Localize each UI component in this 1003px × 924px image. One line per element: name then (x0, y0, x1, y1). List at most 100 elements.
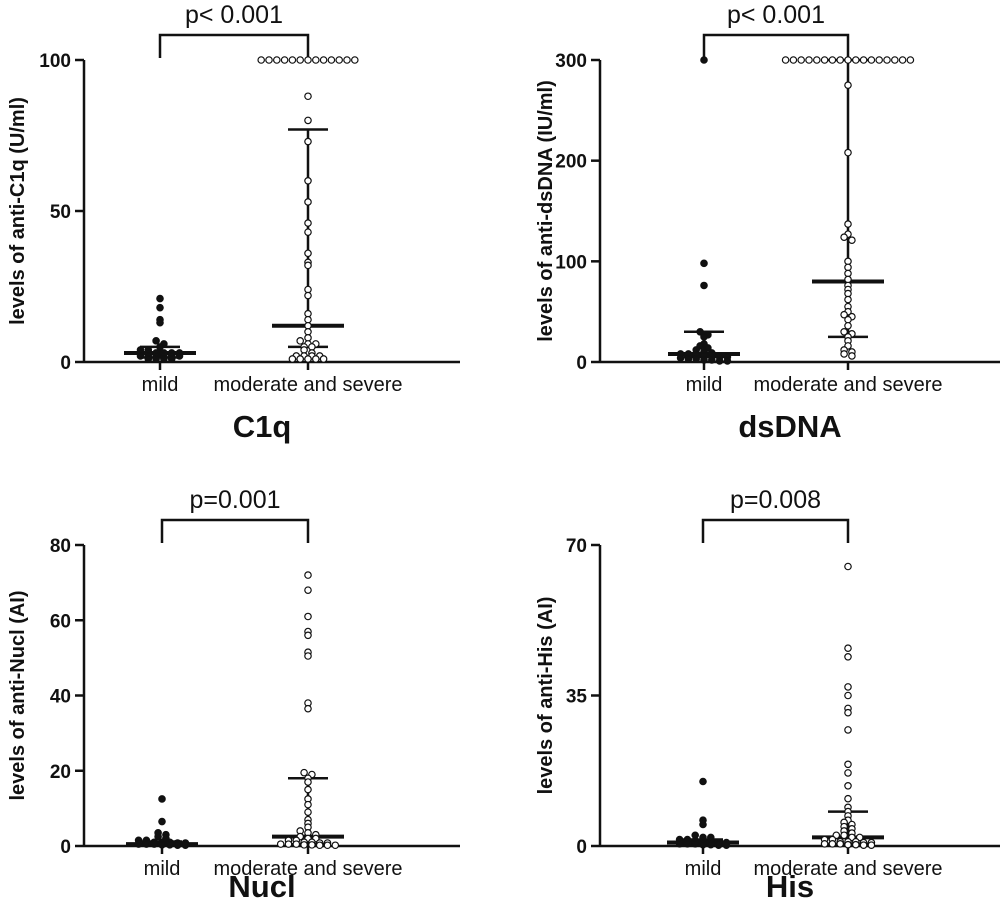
data-point (300, 768, 308, 777)
data-point (867, 56, 876, 64)
y-axis-label: levels of anti-dsDNA (IU/ml) (535, 80, 557, 342)
data-point (723, 357, 732, 365)
data-point (844, 220, 852, 228)
data-point (288, 56, 297, 64)
data-point (844, 726, 852, 734)
data-point (142, 840, 151, 848)
data-point (836, 56, 845, 64)
x-tick-label: moderate and severe (213, 374, 402, 396)
x-tick-label: mild (686, 374, 723, 396)
data-point (844, 794, 852, 803)
data-point (304, 177, 312, 185)
data-point (158, 841, 166, 849)
series-mild (668, 56, 740, 365)
panel-title: dsDNA (738, 409, 841, 444)
significance-label: p< 0.001 (185, 1, 283, 29)
data-point (304, 704, 312, 713)
y-tick-label: 35 (566, 687, 588, 708)
series-moderate-and-severe (812, 562, 884, 849)
data-point (304, 586, 312, 594)
data-point (265, 56, 273, 64)
data-point (152, 355, 160, 363)
data-point (304, 631, 312, 640)
data-point (700, 281, 708, 290)
data-point (304, 291, 312, 300)
data-point (820, 56, 829, 64)
y-axis-label: levels of anti-His (AI) (535, 597, 557, 795)
data-point (304, 198, 312, 206)
data-point (898, 56, 907, 64)
panel-c1q: 0 50 100 mild moderate and severe levels of a… (7, 1, 460, 444)
y-tick-label: 100 (555, 252, 587, 273)
x-tick-label: mild (142, 374, 179, 396)
significance-label: p=0.008 (730, 486, 821, 514)
data-point (272, 56, 281, 64)
x-tick-label: mild (685, 858, 722, 880)
x-tick-label: moderate and severe (753, 858, 942, 880)
data-point (156, 294, 164, 303)
data-point (335, 56, 344, 64)
x-tick-label: moderate and severe (213, 858, 402, 880)
data-point (722, 841, 731, 849)
data-point (844, 295, 852, 304)
data-point (166, 841, 174, 849)
data-point (867, 841, 876, 849)
data-point (296, 355, 305, 363)
y-tick-label: 300 (555, 51, 587, 72)
data-point (812, 56, 821, 64)
data-point (828, 56, 837, 64)
data-point (676, 354, 685, 362)
data-point (284, 840, 293, 848)
data-point (304, 571, 312, 579)
data-point (136, 352, 145, 360)
series-mild (126, 795, 198, 850)
panel-title: His (766, 869, 814, 904)
data-point (304, 219, 312, 227)
series-mild (124, 294, 196, 363)
panel-dsdna: 0 100 200 300 mild moderate and severe levels … (535, 1, 1000, 444)
series-moderate-and-severe (781, 56, 915, 360)
data-point (158, 795, 166, 803)
y-tick-label: 200 (555, 152, 587, 173)
data-point (304, 315, 312, 324)
data-point (844, 708, 852, 717)
data-point (173, 841, 182, 850)
data-point (691, 840, 700, 848)
data-point (851, 56, 860, 64)
data-point (844, 683, 852, 691)
y-tick-label: 0 (576, 353, 587, 374)
data-point (292, 840, 301, 848)
data-point (311, 56, 320, 64)
data-point (844, 56, 852, 64)
y-axis-label: levels of anti-C1q (U/ml) (7, 97, 29, 325)
significance-label: p< 0.001 (727, 1, 825, 29)
data-point (707, 356, 716, 364)
data-point (844, 315, 852, 324)
data-point (844, 269, 852, 278)
data-point (844, 652, 852, 661)
significance-bracket (701, 518, 850, 543)
data-point (311, 355, 320, 363)
data-point (308, 343, 316, 351)
data-point (859, 841, 868, 849)
series-moderate-and-severe (257, 56, 359, 363)
data-point (844, 840, 852, 849)
data-point (304, 137, 312, 146)
significance-label: p=0.001 (189, 486, 280, 514)
data-point (152, 337, 160, 345)
panel-title: C1q (233, 409, 292, 444)
data-point (319, 355, 328, 363)
data-point (156, 318, 164, 327)
data-point (714, 841, 723, 849)
data-point (700, 259, 708, 268)
data-point (296, 56, 305, 64)
data-point (331, 841, 340, 850)
data-point (343, 56, 351, 64)
data-point (158, 817, 166, 826)
data-point (844, 562, 852, 571)
data-point (699, 820, 707, 829)
data-point (304, 612, 312, 621)
y-tick-label: 100 (39, 51, 71, 72)
data-point (304, 249, 312, 258)
data-point (696, 327, 704, 336)
